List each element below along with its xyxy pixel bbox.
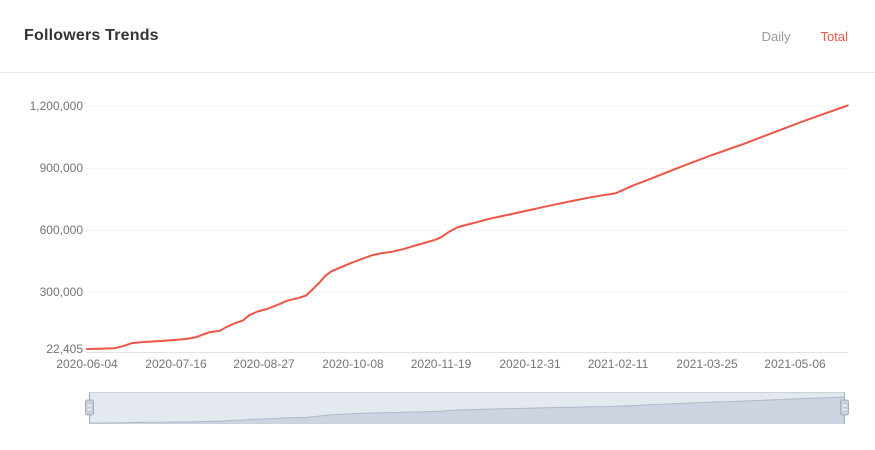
x-axis-tick-label: 2021-05-06 bbox=[764, 357, 826, 371]
y-axis-tick-label: 900,000 bbox=[39, 161, 83, 175]
brush-handle-right[interactable] bbox=[840, 392, 849, 424]
x-axis-tick-label: 2020-07-16 bbox=[145, 357, 207, 371]
trend-line bbox=[86, 104, 849, 350]
y-axis-tick-label: 1,200,000 bbox=[29, 99, 83, 113]
gridlines bbox=[86, 106, 848, 293]
tab-daily[interactable]: Daily bbox=[761, 28, 791, 44]
x-axis-tick-label: 2020-06-04 bbox=[56, 357, 118, 371]
data-zoom-brush[interactable] bbox=[85, 392, 849, 424]
brush-handle-left[interactable] bbox=[85, 392, 94, 424]
y-axis-tick-label: 600,000 bbox=[39, 223, 83, 237]
y-axis-tick-label: 300,000 bbox=[39, 285, 83, 299]
x-axis-tick-label: 2020-08-27 bbox=[233, 357, 295, 371]
x-axis-tick-label: 2021-02-11 bbox=[587, 357, 649, 371]
tab-total[interactable]: Total bbox=[820, 28, 848, 44]
x-axis-tick-label: 2020-10-08 bbox=[322, 357, 384, 371]
page-title: Followers Trends bbox=[24, 27, 159, 44]
x-axis-tick-label: 2020-12-31 bbox=[499, 357, 561, 371]
y-axis-tick-label: 22,405 bbox=[46, 342, 83, 356]
x-axis-tick-label: 2020-11-19 bbox=[410, 357, 472, 371]
brush-mini-line bbox=[89, 396, 845, 424]
range-tabs: Daily Total bbox=[762, 29, 848, 44]
card-header: Followers Trends Daily Total bbox=[0, 0, 875, 73]
x-axis-tick-label: 2021-03-25 bbox=[676, 357, 738, 371]
